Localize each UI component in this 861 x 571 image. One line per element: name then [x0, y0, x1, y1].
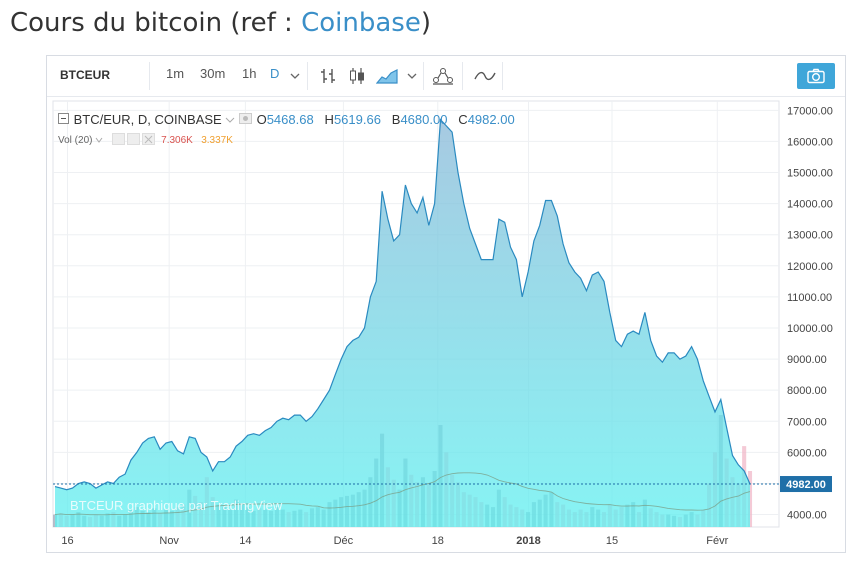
x-tick-label: Déc — [334, 535, 354, 547]
last-price-badge — [780, 476, 832, 493]
y-tick-label: 7000.00 — [787, 416, 827, 428]
interval-dropdown-chevron-icon[interactable] — [290, 72, 300, 80]
y-tick-label: 9000.00 — [787, 354, 827, 366]
series-menu-chevron-icon[interactable] — [225, 116, 235, 124]
camera-icon — [807, 68, 825, 84]
x-tick-label: 14 — [239, 535, 251, 547]
price-line — [54, 118, 751, 491]
low-value: 4680.00 — [400, 112, 448, 127]
toolbar-separator — [502, 62, 503, 90]
last-price-label: 4982.00 — [786, 479, 826, 491]
open-label: O — [256, 112, 267, 127]
close-label: C — [458, 112, 468, 127]
candles-style-icon[interactable] — [348, 67, 366, 85]
interval-1m[interactable]: 1m — [166, 66, 185, 81]
y-tick-label: 8000.00 — [787, 385, 827, 397]
x-tick-label: 2018 — [516, 535, 540, 547]
snapshot-button[interactable] — [797, 63, 835, 89]
x-tick-label: 16 — [61, 535, 73, 547]
y-tick-label: 16000.00 — [787, 136, 833, 148]
high-label: H — [324, 112, 334, 127]
series-settings-icon[interactable] — [238, 113, 253, 125]
y-axis: 4000.005000.006000.007000.008000.009000.… — [787, 105, 833, 521]
compare-symbol-icon[interactable] — [432, 66, 454, 86]
indicators-icon[interactable] — [474, 68, 496, 84]
volume-controls-icon[interactable] — [111, 133, 156, 145]
y-tick-label: 10000.00 — [787, 323, 833, 335]
volume-menu-chevron-icon[interactable] — [95, 137, 103, 143]
y-tick-label: 12000.00 — [787, 261, 833, 273]
volume-legend: Vol (20) 7.306K 3.337K — [58, 133, 233, 146]
x-tick-label: 15 — [606, 535, 618, 547]
y-tick-label: 13000.00 — [787, 230, 833, 242]
x-tick-label: Nov — [159, 535, 179, 547]
page-title-prefix: Cours du bitcoin (ref : — [10, 8, 302, 38]
volume-average-line — [54, 472, 751, 516]
high-value: 5619.66 — [333, 112, 381, 127]
interval-1h[interactable]: 1h — [242, 66, 257, 81]
series-label: BTC/EUR, D, COINBASE — [73, 112, 222, 127]
y-tick-label: 11000.00 — [787, 292, 832, 304]
interval-d[interactable]: D — [270, 66, 280, 81]
toolbar-separator — [462, 62, 463, 90]
volume-value-2: 3.337K — [201, 135, 233, 146]
chart-legend: BTC/EUR, D, COINBASE O5468.68 H5619.66 B… — [58, 112, 515, 127]
x-tick-label: Févr — [706, 535, 728, 547]
toolbar-separator — [307, 62, 308, 90]
price-area — [54, 118, 751, 527]
tradingview-watermark[interactable]: BTCEUR graphique par TradingView — [70, 498, 283, 513]
collapse-legend-icon[interactable] — [58, 113, 70, 125]
open-value: 5468.68 — [266, 112, 314, 127]
y-tick-label: 4000.00 — [787, 510, 827, 522]
x-tick-label: 18 — [432, 535, 444, 547]
x-axis: 16 Nov 14 Déc 18 2018 15 Févr — [61, 535, 728, 547]
y-tick-label: 15000.00 — [787, 168, 833, 180]
y-tick-label: 14000.00 — [787, 199, 833, 211]
y-tick-label: 17000.00 — [787, 105, 833, 117]
page-title: Cours du bitcoin (ref : Coinbase) — [10, 8, 431, 38]
coinbase-link[interactable]: Coinbase — [301, 8, 421, 38]
chart-toolbar: BTCEUR 1m 30m 1h D — [47, 56, 845, 97]
page-title-suffix: ) — [420, 8, 431, 38]
low-label: B — [391, 112, 401, 127]
last-price-marker: 4982.00 — [53, 476, 832, 493]
chart-style-chevron-icon[interactable] — [407, 72, 417, 80]
symbol-selector[interactable]: BTCEUR — [60, 68, 110, 82]
volume-value-1: 7.306K — [161, 135, 193, 146]
interval-30m[interactable]: 30m — [200, 66, 226, 81]
toolbar-separator — [149, 62, 150, 90]
volume-label: Vol (20) — [58, 135, 93, 146]
price-area-fill — [55, 119, 750, 527]
bars-style-icon[interactable] — [319, 67, 337, 85]
area-style-icon[interactable] — [376, 67, 398, 85]
y-tick-label: 6000.00 — [787, 447, 827, 459]
close-value: 4982.00 — [467, 112, 515, 127]
toolbar-separator — [423, 62, 424, 90]
